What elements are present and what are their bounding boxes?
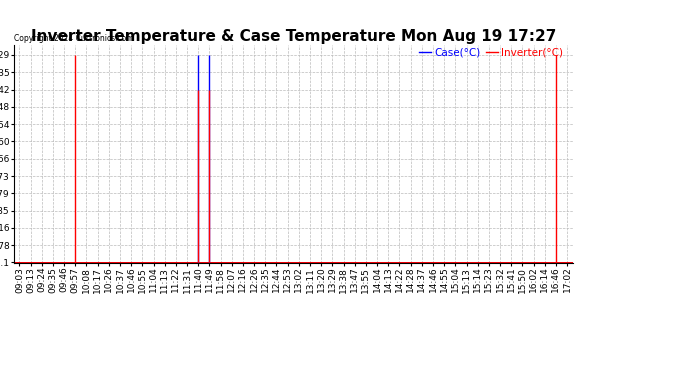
Legend: Case(°C), Inverter(°C): Case(°C), Inverter(°C) [415, 44, 567, 62]
Title: Inverter Temperature & Case Temperature Mon Aug 19 17:27: Inverter Temperature & Case Temperature … [30, 29, 556, 44]
Text: Copyright 2024 Curtronics.com: Copyright 2024 Curtronics.com [14, 34, 133, 43]
